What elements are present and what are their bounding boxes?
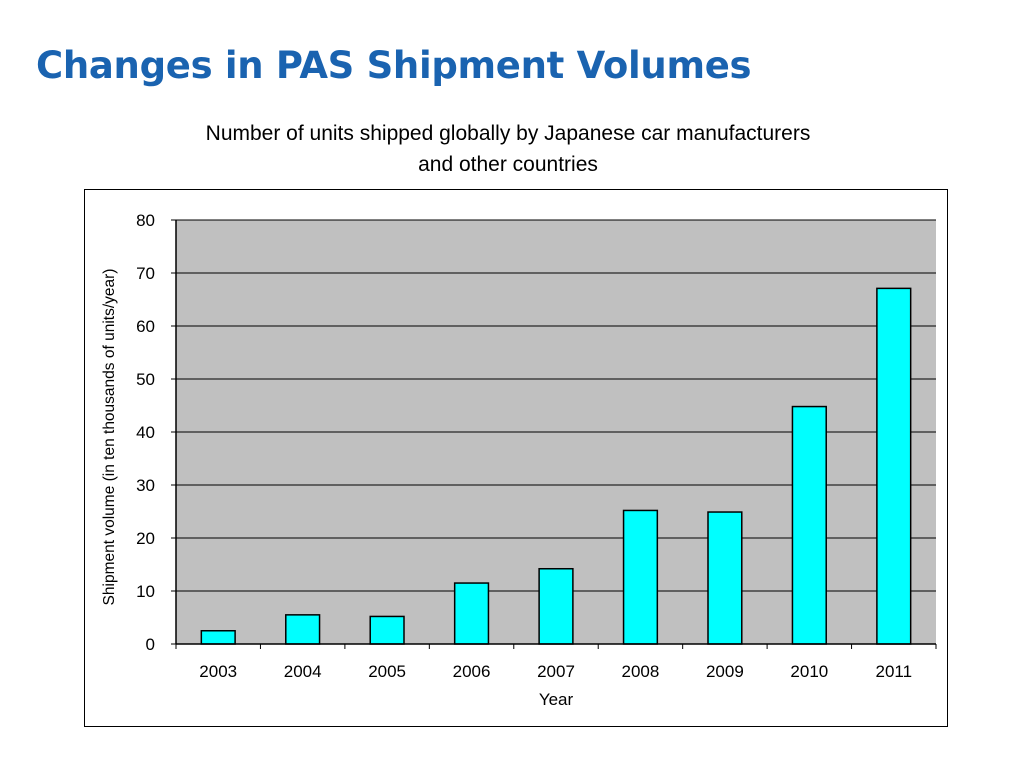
x-tick-label: 2007 <box>537 662 575 681</box>
y-tick-label: 80 <box>136 211 155 230</box>
x-tick-label: 2010 <box>790 662 828 681</box>
y-tick-label: 60 <box>136 317 155 336</box>
y-tick-label: 50 <box>136 370 155 389</box>
chart-frame: 0 10 20 30 40 50 60 70 80 2003 2004 2005 2006 2007 20… <box>84 189 948 727</box>
y-tick-label: 10 <box>136 582 155 601</box>
bar-2005 <box>369 615 405 645</box>
bar-2004 <box>285 614 321 645</box>
x-tick-label: 2008 <box>622 662 660 681</box>
x-tick-label: 2003 <box>199 662 237 681</box>
y-tick-label: 30 <box>136 476 155 495</box>
x-tick-label: 2011 <box>875 662 912 681</box>
bar-2008 <box>622 509 659 645</box>
x-tick-label: 2009 <box>706 662 744 681</box>
y-tick-label: 40 <box>136 423 155 442</box>
bar-2006 <box>453 582 490 645</box>
x-tick-label: 2005 <box>368 662 406 681</box>
chart-subtitle-line-2: and other countries <box>418 153 598 176</box>
y-tick-labels: 0 10 20 30 40 50 60 70 80 <box>136 211 155 654</box>
bar-2003 <box>200 630 236 645</box>
chart-subtitle: Number of units shipped globally by Japa… <box>0 118 1016 180</box>
bar-2010 <box>791 405 827 645</box>
chart-subtitle-line-1: Number of units shipped globally by Japa… <box>205 122 811 145</box>
axes <box>175 220 937 649</box>
x-tick-label: 2004 <box>284 662 322 681</box>
x-axis-label: Year <box>539 690 574 709</box>
y-tick-label: 20 <box>136 529 155 548</box>
x-tick-label: 2006 <box>453 662 491 681</box>
bar-2007 <box>538 567 574 645</box>
y-tick-label: 70 <box>136 264 155 283</box>
y-tick-label: 0 <box>146 635 155 654</box>
slide-title: Changes in PAS Shipment Volumes <box>36 44 752 87</box>
bar-2009 <box>707 511 743 645</box>
y-axis-label: Shipment volume (in ten thousands of uni… <box>101 269 118 606</box>
x-tick-labels: 2003 2004 2005 2006 2007 2008 2009 2010 2011 <box>199 662 912 681</box>
bar-2011 <box>876 287 912 645</box>
